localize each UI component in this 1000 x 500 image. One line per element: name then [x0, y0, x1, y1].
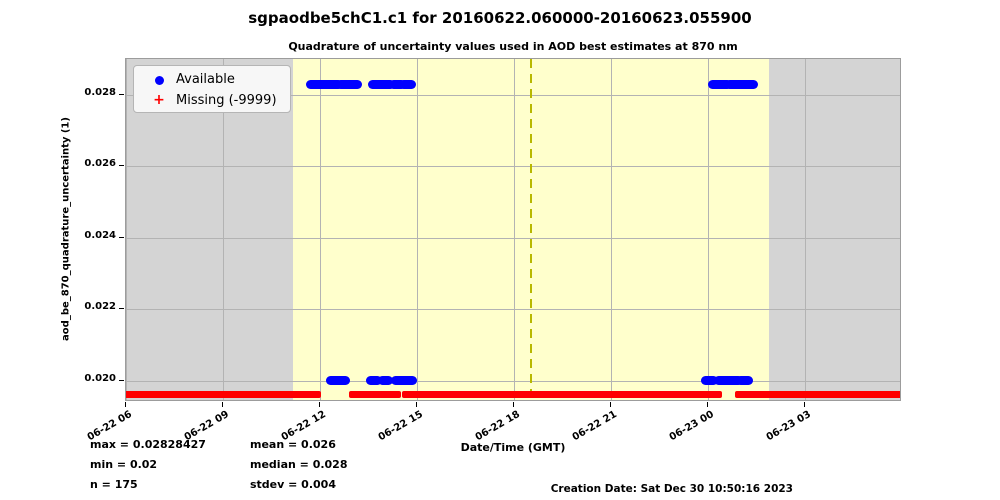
x-tick-label: 06-23 00	[667, 409, 716, 444]
available-marker-cluster	[336, 80, 362, 90]
legend-label-missing: Missing (-9999)	[176, 92, 277, 108]
y-tick-mark	[119, 93, 124, 95]
y-gridline	[126, 380, 900, 382]
solar-noon-line	[529, 59, 532, 400]
stat-n: n = 175	[90, 478, 138, 491]
x-tick-label: 06-22 21	[570, 409, 619, 444]
stat-min: min = 0.02	[90, 458, 158, 471]
legend-label-available: Available	[176, 72, 235, 87]
x-tick-mark	[804, 402, 805, 407]
available-marker-cluster	[368, 80, 395, 90]
available-marker-cluster	[391, 376, 417, 386]
available-marker-cluster	[306, 80, 344, 90]
available-marker-cluster	[389, 80, 406, 90]
stat-max: max = 0.02828427	[90, 438, 206, 451]
x-tick-label: 06-23 03	[764, 409, 813, 444]
x-tick-mark	[513, 402, 514, 407]
y-tick-mark	[119, 308, 124, 310]
x-gridline	[126, 59, 127, 400]
x-gridline	[417, 59, 418, 400]
missing-marker-segment	[348, 391, 383, 399]
x-tick-label: 06-22 18	[473, 409, 522, 444]
x-tick-label: 06-22 15	[376, 409, 425, 444]
x-tick-mark	[319, 402, 320, 407]
y-tick-mark	[119, 379, 124, 381]
stat-mean: mean = 0.026	[250, 438, 336, 451]
plot-area	[125, 58, 901, 401]
creation-date: Creation Date: Sat Dec 30 10:50:16 2023	[550, 483, 793, 495]
y-tick-label: 0.028	[84, 86, 116, 98]
x-tick-mark	[707, 402, 708, 407]
x-gridline	[514, 59, 515, 400]
available-marker-cluster	[399, 80, 416, 90]
y-tick-mark	[119, 165, 124, 167]
y-gridline	[126, 309, 900, 311]
missing-marker-segment	[378, 391, 401, 399]
y-tick-label: 0.020	[84, 372, 116, 384]
y-tick-mark	[119, 236, 124, 238]
legend: Available + Missing (-9999)	[133, 65, 291, 113]
x-tick-mark	[416, 402, 417, 407]
x-tick-mark	[222, 402, 223, 407]
legend-item-missing: + Missing (-9999)	[142, 92, 282, 108]
available-marker-cluster	[378, 376, 394, 386]
missing-plus-marker-icon: +	[153, 91, 165, 108]
available-marker-cluster	[736, 376, 754, 386]
x-gridline	[708, 59, 709, 400]
y-axis-label: aod_be_870_quadrature_uncertainty (1)	[60, 117, 72, 341]
available-marker-cluster	[725, 80, 759, 90]
available-marker-cluster	[714, 376, 744, 386]
x-gridline	[223, 59, 224, 400]
available-marker-cluster	[701, 376, 718, 386]
x-gridline	[320, 59, 321, 400]
available-marker-cluster	[366, 376, 383, 386]
y-gridline	[126, 237, 900, 239]
y-gridline	[126, 94, 900, 96]
available-marker-cluster	[326, 376, 351, 386]
x-tick-mark	[125, 402, 126, 407]
x-gridline	[611, 59, 612, 400]
stat-stdev: stdev = 0.004	[250, 478, 336, 491]
y-gridline	[126, 166, 900, 168]
missing-marker-segment	[126, 391, 321, 399]
legend-item-available: Available	[142, 70, 282, 89]
chart-subtitle: Quadrature of uncertainty values used in…	[288, 40, 738, 53]
available-circle-marker-icon	[142, 70, 176, 89]
available-marker-cluster	[707, 80, 732, 90]
missing-marker-segment	[402, 391, 723, 399]
missing-marker-segment	[735, 391, 900, 399]
chart-title: sgpaodbe5chC1.c1 for 20160622.060000-201…	[248, 9, 752, 27]
x-tick-mark	[610, 402, 611, 407]
stat-median: median = 0.028	[250, 458, 348, 471]
x-axis-label: Date/Time (GMT)	[460, 441, 566, 454]
x-gridline	[805, 59, 806, 400]
